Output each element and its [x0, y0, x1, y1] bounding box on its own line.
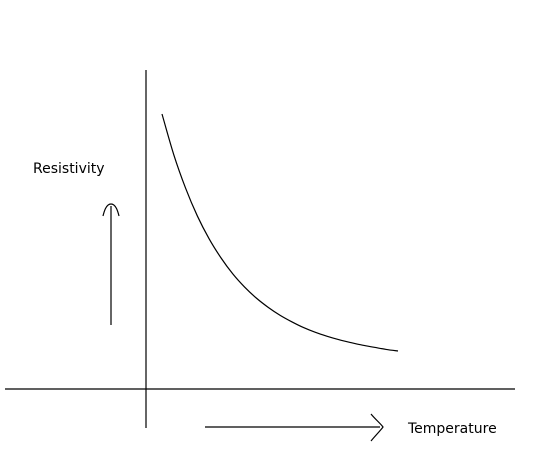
y-direction-arrow [102, 203, 120, 325]
x-axis-label: Temperature [407, 421, 497, 437]
x-direction-arrow [205, 413, 384, 442]
resistivity-curve [161, 113, 399, 352]
y-axis-label: Resistivity [33, 161, 105, 177]
